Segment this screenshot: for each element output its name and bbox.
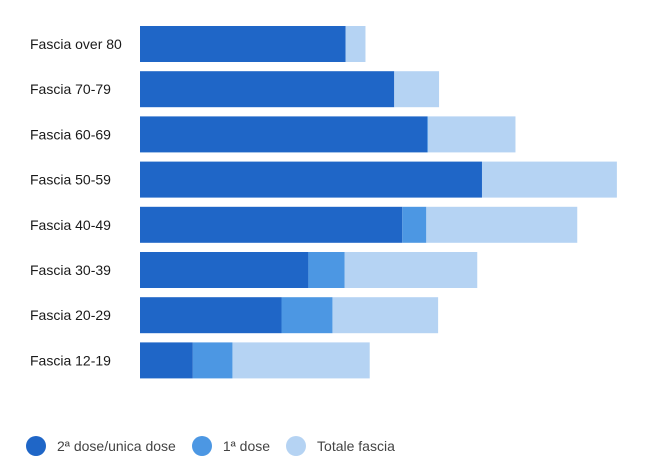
bar-segment-first-dose[interactable] [192, 342, 233, 379]
category-label: Fascia 70-79 [30, 81, 111, 97]
legend-label-first-dose: 1ª dose [222, 438, 271, 454]
bar-segment-total[interactable] [332, 297, 439, 334]
bar-segment-total[interactable] [344, 252, 478, 288]
category-label: Fascia 50-59 [30, 172, 111, 188]
bar-segment-second-dose[interactable] [140, 26, 346, 62]
legend-swatch-first-dose [191, 436, 212, 456]
bar-segment-first-dose[interactable] [427, 116, 429, 153]
category-label: Fascia 60-69 [30, 126, 111, 142]
bar-segment-second-dose[interactable] [140, 342, 193, 379]
legend-item-total[interactable]: Totale fascia [286, 436, 395, 456]
bar-segment-second-dose[interactable] [140, 71, 395, 108]
category-label: Fascia over 80 [30, 36, 122, 52]
bar-segment-first-dose[interactable] [281, 297, 333, 334]
bar-segment-total[interactable] [481, 161, 617, 198]
bar-segment-second-dose[interactable] [140, 116, 428, 153]
bar-segment-total[interactable] [428, 116, 516, 153]
bar-segment-total[interactable] [394, 71, 440, 108]
legend-item-first-dose[interactable]: 1ª dose [191, 436, 271, 456]
bar-segment-total[interactable] [426, 206, 578, 243]
bar-segment-first-dose[interactable] [308, 252, 345, 288]
bar-segment-second-dose[interactable] [140, 206, 403, 243]
category-label: Fascia 30-39 [30, 262, 111, 278]
legend-item-second-dose[interactable]: 2ª dose/unica dose [26, 436, 176, 456]
legend-swatch-second-dose [26, 436, 46, 456]
legend-label-total: Totale fascia [317, 438, 395, 454]
bar-segment-first-dose[interactable] [402, 206, 427, 243]
legend-swatch-total [286, 436, 307, 456]
category-label: Fascia 40-49 [30, 217, 111, 233]
bar-segment-total[interactable] [232, 342, 370, 379]
stacked-bar-chart: Fascia over 80 Fascia 70-79 Fascia 60-69 Fa… [30, 26, 617, 379]
legend: 2ª dose/unica dose 1ª dose Totale fascia [26, 434, 411, 458]
bar-segment-second-dose[interactable] [140, 297, 282, 334]
bar-segment-total[interactable] [345, 26, 366, 62]
legend-label-second-dose: 2ª dose/unica dose [57, 438, 176, 454]
bar-segment-second-dose[interactable] [140, 161, 482, 198]
category-label: Fascia 12-19 [30, 352, 111, 368]
category-label: Fascia 20-29 [30, 307, 111, 323]
bar-segment-second-dose[interactable] [140, 252, 309, 288]
